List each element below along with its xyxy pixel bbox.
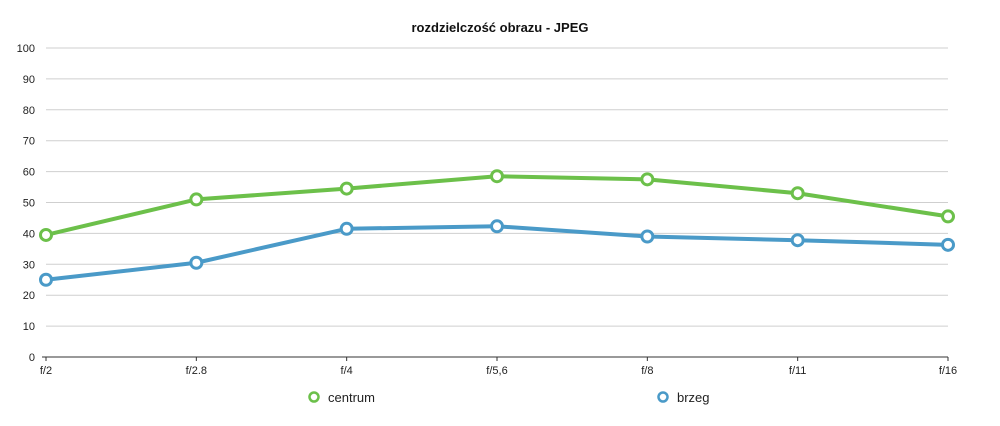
series-brzeg (39, 219, 955, 287)
series-layer (39, 169, 955, 287)
chart-title: rozdzielczość obrazu - JPEG (412, 20, 589, 35)
y-tick-label: 80 (23, 105, 35, 117)
data-point (490, 169, 504, 184)
x-tick-label: f/11 (789, 365, 807, 377)
x-tick-label: f/5,6 (486, 365, 507, 377)
series-line (44, 224, 950, 282)
data-point (339, 221, 354, 236)
data-point (339, 181, 354, 196)
data-point (941, 209, 955, 224)
axis-layer: 0 10 20 30 40 50 60 70 80 90 100 f/2 f/2.8 f/4 f/5,6 f/… (17, 43, 958, 377)
data-point (941, 237, 955, 252)
data-point (640, 229, 655, 244)
y-tick-label: 30 (23, 259, 35, 271)
y-tick-label: 20 (23, 290, 35, 302)
legend-marker-icon (657, 391, 669, 403)
data-point (790, 233, 805, 248)
data-point (790, 186, 805, 201)
legend: centrum brzeg (308, 390, 710, 405)
legend-marker-icon (308, 391, 320, 403)
y-tick-label: 70 (23, 136, 35, 148)
data-point (189, 192, 204, 207)
data-point (39, 227, 53, 242)
x-tick-label: f/2 (40, 365, 52, 377)
data-point (189, 255, 204, 270)
x-tick-label: f/8 (641, 365, 653, 377)
legend-item: centrum (308, 390, 375, 405)
y-tick-label: 0 (29, 352, 35, 364)
y-tick-label: 10 (23, 321, 35, 333)
data-point (39, 272, 53, 287)
y-tick-label: 40 (23, 228, 35, 240)
y-tick-label: 60 (23, 167, 35, 179)
y-tick-label: 100 (17, 43, 35, 55)
series-centrum (39, 169, 955, 242)
x-tick-label: f/4 (341, 365, 353, 377)
grid-layer (46, 47, 948, 327)
legend-label: brzeg (677, 390, 710, 405)
data-point (640, 172, 655, 187)
y-tick-label: 90 (23, 74, 35, 86)
x-tick-label: f/16 (939, 365, 957, 377)
y-tick-label: 50 (23, 198, 35, 210)
data-point (490, 219, 504, 234)
legend-label: centrum (328, 390, 375, 405)
x-tick-label: f/2.8 (186, 365, 207, 377)
legend-item: brzeg (657, 390, 710, 405)
